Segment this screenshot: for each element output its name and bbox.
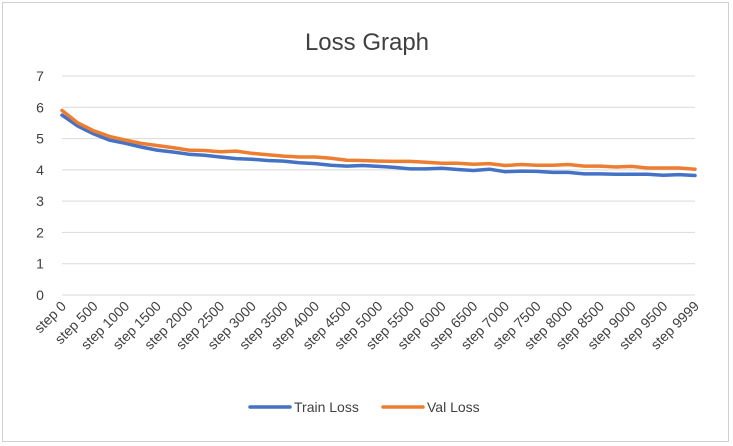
y-tick-label: 0 — [36, 287, 44, 303]
y-tick-label: 2 — [36, 224, 44, 240]
y-tick-label: 3 — [36, 193, 44, 209]
y-tick-label: 1 — [36, 256, 44, 272]
legend-label-val-loss: Val Loss — [427, 399, 480, 415]
series-line-val-loss — [60, 108, 697, 171]
y-tick-label: 5 — [36, 131, 44, 147]
legend: Train Loss Val Loss — [248, 399, 480, 415]
y-tick-label: 7 — [36, 68, 44, 84]
series-line-train-loss — [60, 113, 697, 178]
y-axis-ticks: 0 1 2 3 4 5 6 7 — [36, 68, 44, 303]
y-tick-label: 4 — [36, 162, 44, 178]
gridlines — [62, 75, 695, 296]
chart-title: Loss Graph — [305, 29, 429, 56]
legend-label-train-loss: Train Loss — [294, 399, 359, 415]
y-tick-label: 6 — [36, 99, 44, 115]
series-lines — [60, 108, 697, 178]
chart-frame — [2, 2, 729, 442]
